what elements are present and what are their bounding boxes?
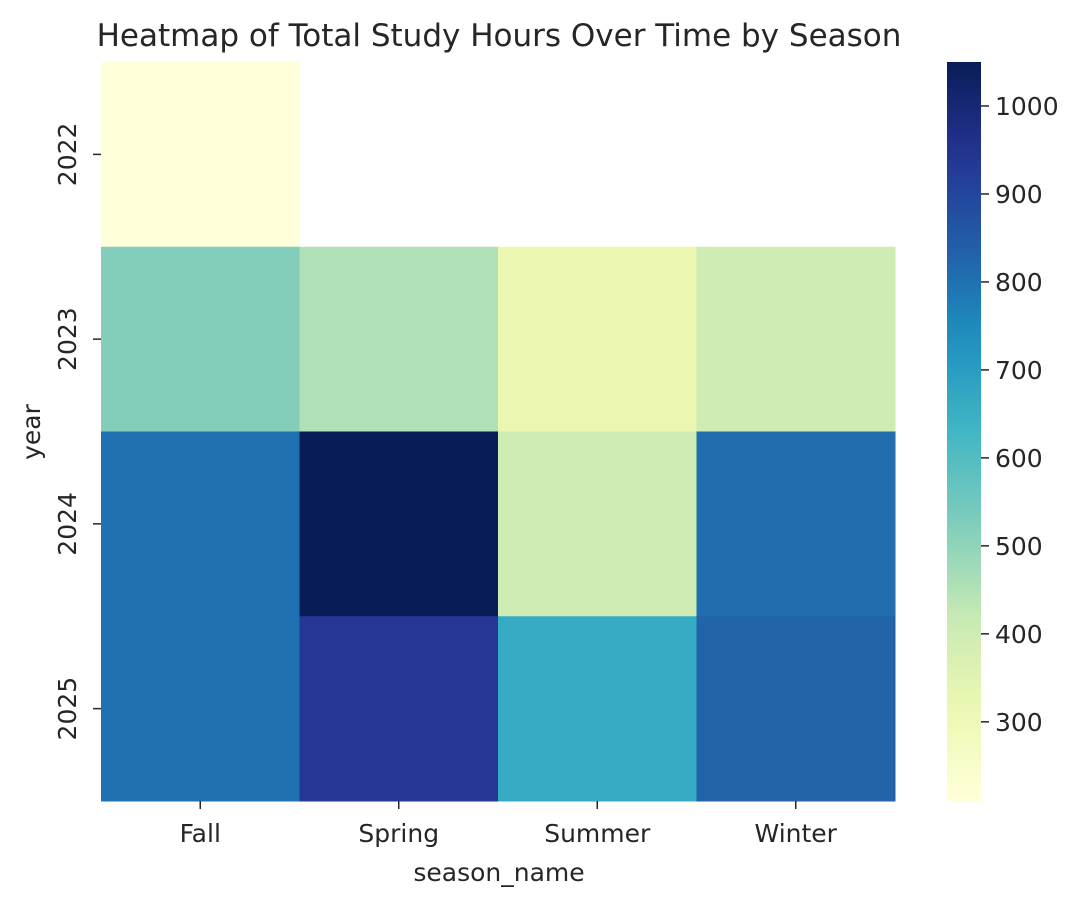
colorbar-tick-label: 400: [995, 620, 1043, 649]
x-tick-label: Fall: [180, 819, 221, 848]
y-tick-label: 2024: [53, 492, 82, 556]
x-axis-ticks: Fall Spring Summer Winter: [180, 801, 838, 848]
heatmap-cell: [498, 431, 697, 617]
colorbar-ticks: 300 400 500 600 700 800 900 1000: [981, 92, 1059, 737]
heatmap-cell: [696, 431, 896, 617]
y-tick-label: 2022: [53, 123, 82, 187]
colorbar-tick-label: 900: [995, 180, 1043, 209]
x-tick-label: Winter: [755, 819, 838, 848]
colorbar-tick-label: 700: [995, 356, 1043, 385]
x-axis-label: season_name: [413, 858, 584, 887]
y-tick-label: 2023: [53, 307, 82, 371]
heatmap-cell: [696, 246, 896, 432]
colorbar-tick-label: 600: [995, 444, 1043, 473]
heatmap-cell: [101, 246, 300, 432]
colorbar-tick-label: 300: [995, 708, 1043, 737]
heatmap-cell: [696, 616, 896, 802]
heatmap-cell: [299, 246, 499, 432]
colorbar-tick-label: 1000: [995, 92, 1059, 121]
heatmap-cell: [498, 616, 697, 802]
heatmap-cells: [101, 62, 896, 802]
chart-title: Heatmap of Total Study Hours Over Time b…: [97, 18, 902, 54]
x-tick-label: Summer: [544, 819, 651, 848]
x-tick-label: Spring: [358, 819, 439, 848]
heatmap-cell: [299, 616, 499, 802]
heatmap-cell: [101, 616, 300, 802]
y-axis-ticks: 2022 2023 2024 2025: [53, 123, 101, 741]
colorbar: [947, 62, 981, 801]
heatmap-cell: [101, 431, 300, 617]
y-tick-label: 2025: [53, 677, 82, 741]
y-axis-label: year: [17, 403, 46, 459]
colorbar-tick-label: 500: [995, 532, 1043, 561]
heatmap-cell: [498, 246, 697, 432]
colorbar-tick-label: 800: [995, 268, 1043, 297]
heatmap-cell: [299, 431, 499, 617]
heatmap-cell: [101, 62, 300, 248]
